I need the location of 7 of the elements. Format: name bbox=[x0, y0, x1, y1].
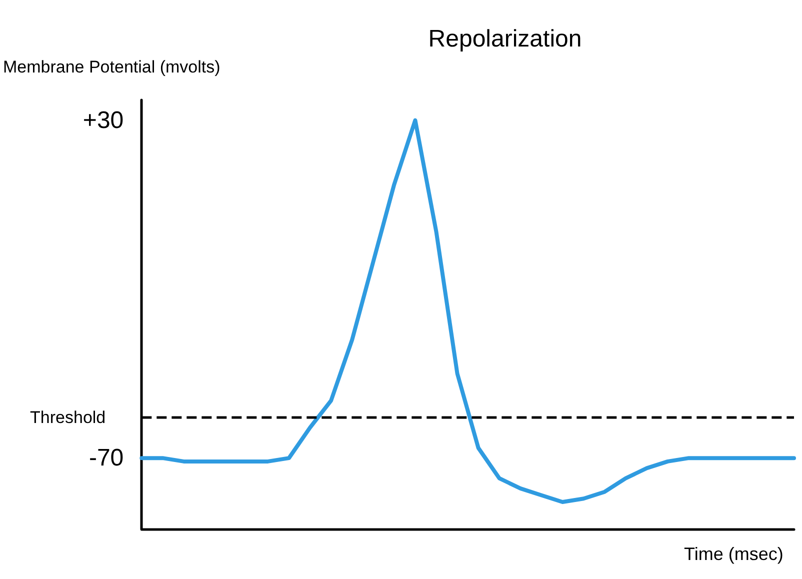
line-series bbox=[140, 118, 796, 504]
x-axis-title: Time (msec) bbox=[684, 544, 784, 564]
chart-title: Repolarization bbox=[428, 26, 582, 52]
y-tick-label: -70 bbox=[88, 444, 124, 472]
y-tick-label: +30 bbox=[82, 106, 124, 134]
ref-line-label: Threshold bbox=[30, 408, 106, 428]
y-axis-title: Membrane Potential (mvolts) bbox=[2, 58, 220, 76]
